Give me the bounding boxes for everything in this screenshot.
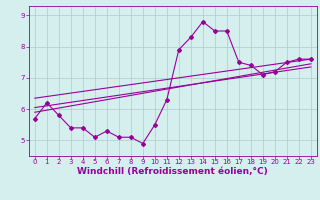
X-axis label: Windchill (Refroidissement éolien,°C): Windchill (Refroidissement éolien,°C) — [77, 167, 268, 176]
